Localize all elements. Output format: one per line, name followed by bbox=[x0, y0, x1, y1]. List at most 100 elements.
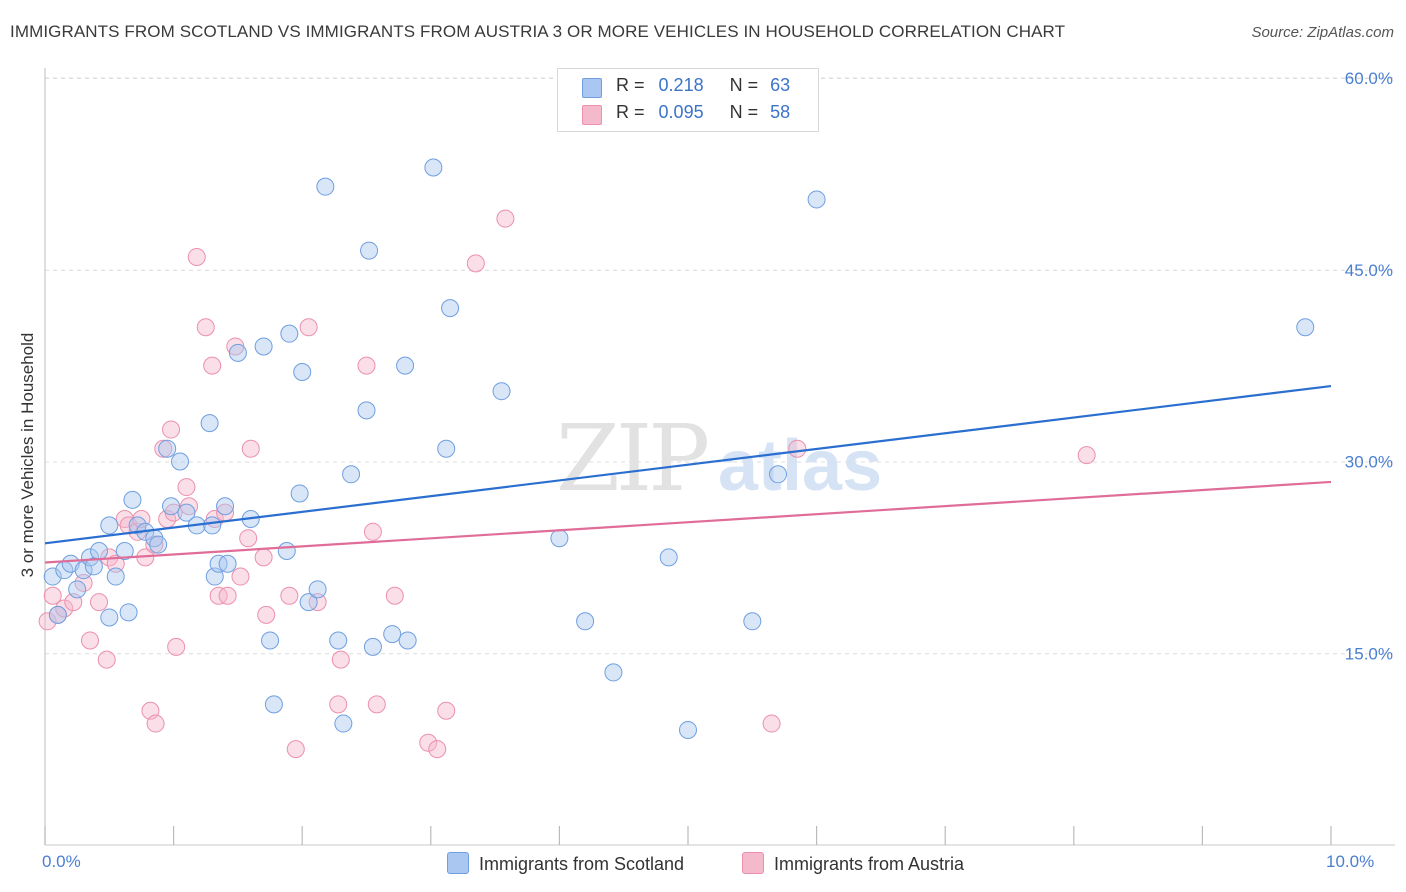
r-label: R = bbox=[616, 102, 645, 122]
scotland-point bbox=[316, 177, 335, 196]
austria-point bbox=[385, 586, 404, 605]
scotland-point bbox=[1296, 318, 1315, 337]
scotland-point bbox=[261, 631, 280, 650]
austria-point bbox=[38, 612, 57, 631]
x-tick-label-min: 0.0% bbox=[42, 852, 81, 871]
austria-point bbox=[90, 593, 109, 612]
scotland-point bbox=[576, 612, 595, 631]
n-value-scotland: 63 bbox=[770, 75, 791, 95]
scotland-swatch bbox=[582, 78, 602, 98]
scotland-point bbox=[68, 580, 87, 599]
scotland-point bbox=[743, 612, 762, 631]
r-label: R = bbox=[616, 75, 645, 95]
scotland-point bbox=[293, 363, 312, 382]
scotland-point bbox=[100, 608, 119, 627]
axis-layer: 15.0% 30.0% 45.0% 60.0% bbox=[44, 68, 1395, 846]
scotland-point bbox=[342, 465, 361, 484]
scotland-point bbox=[550, 529, 569, 548]
austria-point bbox=[239, 529, 258, 548]
scotland-point bbox=[679, 720, 697, 739]
scotland-point bbox=[277, 541, 296, 560]
watermark-atlas: atlas bbox=[718, 426, 882, 506]
austria-point bbox=[162, 420, 181, 439]
austria-point bbox=[231, 567, 250, 586]
scotland-point bbox=[123, 490, 142, 509]
scotland-point bbox=[299, 593, 318, 612]
scotland-point bbox=[119, 603, 138, 622]
austria-point bbox=[331, 650, 350, 669]
austria-point bbox=[196, 318, 215, 337]
austria-point bbox=[106, 554, 125, 573]
scotland-point bbox=[209, 554, 228, 573]
austria-trend-line bbox=[44, 480, 1332, 564]
scotland-point bbox=[162, 497, 181, 516]
scotland-point bbox=[492, 382, 511, 401]
scotland-point bbox=[106, 567, 125, 586]
scotland-point bbox=[264, 695, 283, 714]
scotland-point bbox=[334, 714, 353, 733]
austria-point bbox=[299, 318, 318, 337]
scotland-point bbox=[115, 541, 134, 560]
scotland-points bbox=[43, 158, 1315, 739]
scotland-point bbox=[441, 299, 460, 318]
y-tick-label: 30.0% bbox=[1345, 453, 1393, 472]
austria-point bbox=[466, 254, 485, 273]
y-axis-title: 3 or more Vehicles in Household bbox=[18, 332, 37, 578]
watermark: ZIP atlas bbox=[556, 405, 882, 512]
y-tick-label: 15.0% bbox=[1345, 644, 1393, 663]
scotland-point bbox=[424, 158, 443, 177]
scotland-point bbox=[308, 580, 327, 599]
austria-point bbox=[145, 535, 164, 554]
scotland-point bbox=[807, 190, 826, 209]
r-value-scotland: 0.218 bbox=[658, 75, 704, 95]
austria-point bbox=[329, 695, 348, 714]
austria-point bbox=[367, 695, 386, 714]
legend-label-austria: Immigrants from Austria bbox=[774, 854, 965, 874]
grid-layer bbox=[45, 77, 1395, 655]
austria-point bbox=[257, 605, 276, 624]
scotland-point bbox=[158, 439, 177, 458]
scotland-point bbox=[90, 541, 109, 560]
scotland-point bbox=[81, 548, 100, 567]
austria-point bbox=[81, 631, 100, 650]
austria-point bbox=[167, 637, 186, 656]
austria-points bbox=[38, 209, 1096, 759]
austria-point bbox=[437, 701, 456, 720]
scotland-legend-swatch bbox=[447, 852, 469, 874]
austria-swatch bbox=[582, 105, 602, 125]
x-tick-label-max: 10.0% bbox=[1326, 852, 1375, 871]
scotland-point bbox=[254, 337, 273, 356]
austria-legend-swatch bbox=[742, 852, 764, 874]
austria-point bbox=[496, 209, 515, 228]
scotland-point bbox=[769, 465, 788, 484]
austria-point bbox=[74, 573, 93, 592]
austria-point bbox=[428, 740, 447, 759]
y-tick-label: 45.0% bbox=[1345, 261, 1393, 280]
source-label: Source: ZipAtlas.com bbox=[1251, 24, 1394, 41]
scotland-point bbox=[659, 548, 678, 567]
scotland-point bbox=[177, 503, 196, 522]
scotland-trend-line bbox=[44, 384, 1332, 545]
scotland-point bbox=[604, 663, 623, 682]
scotland-point bbox=[363, 637, 382, 656]
austria-point bbox=[788, 439, 807, 458]
austria-point bbox=[187, 247, 206, 266]
austria-point bbox=[286, 740, 305, 759]
austria-point bbox=[357, 356, 376, 375]
scotland-point bbox=[228, 343, 247, 362]
austria-point bbox=[308, 593, 327, 612]
y-tick-label: 60.0% bbox=[1345, 69, 1393, 88]
n-label: N = bbox=[729, 102, 759, 122]
scotland-point bbox=[100, 516, 119, 535]
n-label: N = bbox=[729, 75, 759, 95]
scotland-point bbox=[216, 497, 235, 516]
austria-point bbox=[209, 586, 228, 605]
austria-point bbox=[363, 522, 382, 541]
austria-point bbox=[55, 599, 74, 618]
scotland-point bbox=[383, 625, 402, 644]
scotland-point bbox=[329, 631, 348, 650]
austria-point bbox=[241, 439, 260, 458]
scotland-point bbox=[200, 414, 219, 433]
scotland-point bbox=[218, 554, 237, 573]
